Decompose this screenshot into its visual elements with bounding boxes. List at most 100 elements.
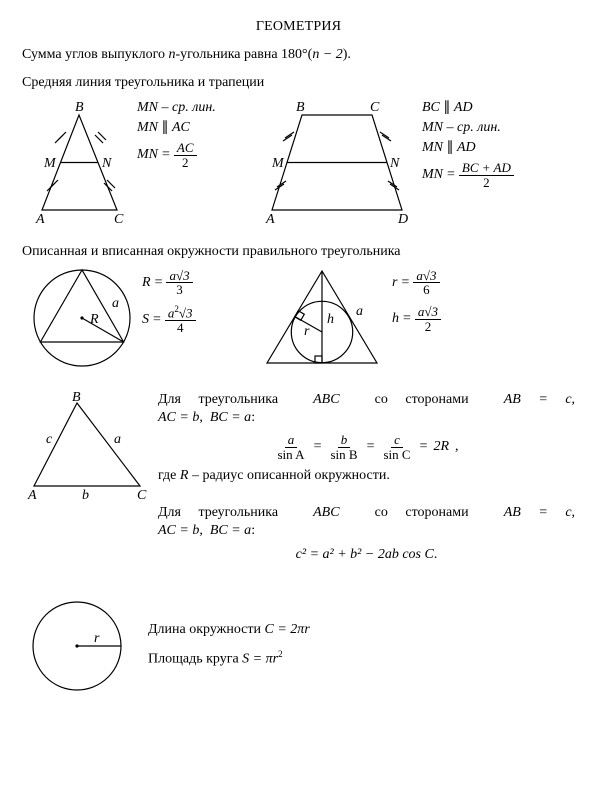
num: a√3 — [166, 269, 192, 284]
bc: BC — [422, 100, 440, 115]
fraction: a√3 3 — [166, 269, 192, 297]
ac-eq-b: AC = b — [158, 410, 199, 425]
label-b: b — [82, 488, 89, 501]
bc-eq-a: BC = a — [210, 410, 251, 425]
label-a: a — [112, 296, 119, 311]
comma: , — [199, 410, 203, 425]
num: a2√3 — [165, 305, 196, 321]
fraction: a2√3 4 — [165, 305, 196, 335]
triangle-midline-formulas: MN – ср. лин. MN ∥ AC MN = AC 2 — [137, 95, 252, 172]
label-r: r — [304, 324, 310, 339]
ad2: AD — [457, 140, 476, 155]
label-B: B — [296, 100, 305, 115]
law-of-cosines-intro: Для треугольника ABC со сторонами AB = c… — [158, 504, 575, 522]
colon: : — [251, 410, 255, 425]
circle-figure: r — [22, 596, 142, 696]
label-M: M — [43, 156, 57, 171]
S-lhs: S — [142, 311, 149, 329]
circumscribed-figure: R a — [22, 263, 142, 373]
text: со сторонами — [357, 392, 486, 407]
equals: = — [162, 146, 170, 164]
inscribed-formulas: r = a√3 6 h = a√3 2 — [392, 263, 441, 336]
den: 3 — [173, 283, 186, 297]
r-lhs: r — [392, 274, 397, 292]
label-a: a — [356, 304, 363, 319]
inscribed-figure: r h a — [252, 263, 392, 373]
den: 4 — [174, 321, 187, 335]
label-M: M — [271, 156, 285, 171]
text: Для треугольника — [158, 392, 296, 407]
num: a√3 — [415, 305, 441, 320]
frac-num: AC — [174, 141, 197, 156]
triangle-midline-figure: A C B M N — [22, 95, 137, 225]
equals: = — [403, 310, 411, 328]
mn-eq-lhs: MN — [422, 166, 443, 184]
fraction: AC 2 — [174, 141, 197, 169]
num: a√3 — [413, 269, 439, 284]
mn: MN – ср. лин. — [137, 100, 216, 115]
label-A: A — [265, 212, 275, 225]
label-c: c — [46, 432, 53, 447]
trapezoid-midline-formulas: BC ∥ AD MN – ср. лин. MN ∥ AD MN = BC + … — [422, 95, 514, 192]
equals: = — [155, 274, 163, 292]
sine-rule-formula: asin A = bsin B = csin C = 2R, — [158, 433, 575, 461]
circle-formulas-text: Длина окружности C = 2πr Площадь круга S… — [142, 621, 310, 671]
label-r: r — [94, 631, 100, 646]
law-of-sines-text: Для треугольника ABC со сторонами AB = c… — [152, 391, 575, 570]
text: -угольника равна 180° — [175, 47, 307, 62]
label-B: B — [75, 100, 84, 115]
frac-num: BC + AD — [459, 161, 514, 176]
equals: = — [447, 166, 455, 184]
den: 6 — [420, 283, 433, 297]
label-N: N — [101, 156, 112, 171]
expr: n − 2 — [312, 47, 342, 62]
sine-rule-note: где R – радиус описанной окружности. — [158, 467, 575, 485]
abc: ABC — [313, 392, 339, 407]
label-C: C — [370, 100, 380, 115]
label-D: D — [397, 212, 408, 225]
mn-eq-lhs: MN — [137, 146, 158, 164]
law-of-sines-row: A C B c a b Для треугольника ABC со стор… — [22, 391, 575, 570]
equals: = — [153, 311, 161, 329]
h-lhs: h — [392, 310, 399, 328]
paren: ). — [343, 47, 351, 62]
triangle-abc-figure: A C B c a b — [22, 391, 152, 501]
cosine-rule-formula: c² = a² + b² − 2ab cos C. — [158, 546, 575, 564]
circumscribed-formulas: R = a√3 3 S = a2√3 4 — [142, 263, 252, 337]
frac-den: 2 — [480, 176, 493, 190]
frac-den: 2 — [179, 156, 192, 170]
label-a: a — [114, 432, 121, 447]
fraction: BC + AD 2 — [459, 161, 514, 189]
mn-lhs: MN — [137, 120, 158, 135]
label-A: A — [27, 488, 37, 501]
midline-heading: Средняя линия треугольника и трапеции — [22, 74, 575, 92]
text: Сумма углов выпуклого — [22, 47, 168, 62]
label-R: R — [89, 312, 99, 327]
label-A: A — [35, 212, 45, 225]
label-C: C — [114, 212, 124, 225]
page-title: ГЕОМЕТРИЯ — [22, 18, 575, 36]
label-C: C — [137, 488, 147, 501]
circles-heading: Описанная и вписанная окружности правиль… — [22, 243, 575, 261]
equals: = — [401, 274, 409, 292]
R-lhs: R — [142, 274, 151, 292]
fraction: a√3 6 — [413, 269, 439, 297]
label-h: h — [327, 312, 334, 327]
circles-row: R a R = a√3 3 S = a2√3 4 — [22, 263, 575, 373]
trapezoid-midline-figure: A D B C M N — [252, 95, 422, 225]
circle-formulas-row: r Длина окружности C = 2πr Площадь круга… — [22, 596, 575, 696]
fraction: a√3 2 — [415, 305, 441, 333]
label-N: N — [389, 156, 400, 171]
mn-lhs: MN — [422, 140, 443, 155]
ad: AD — [454, 100, 473, 115]
parallel-icon: ∥ — [443, 100, 450, 115]
text1: MN – ср. лин. — [422, 120, 501, 135]
polygon-sum-line: Сумма углов выпуклого n-угольника равна … — [22, 46, 575, 64]
comma: , — [572, 392, 576, 407]
parallel-icon: ∥ — [447, 140, 454, 155]
ac: AC — [172, 120, 190, 135]
den: 2 — [422, 320, 435, 334]
ab-eq-c: AB = c — [504, 392, 572, 407]
midline-row: A C B M N MN – ср. лин. MN ∥ AC MN = AC … — [22, 95, 575, 225]
label-B: B — [72, 391, 81, 405]
